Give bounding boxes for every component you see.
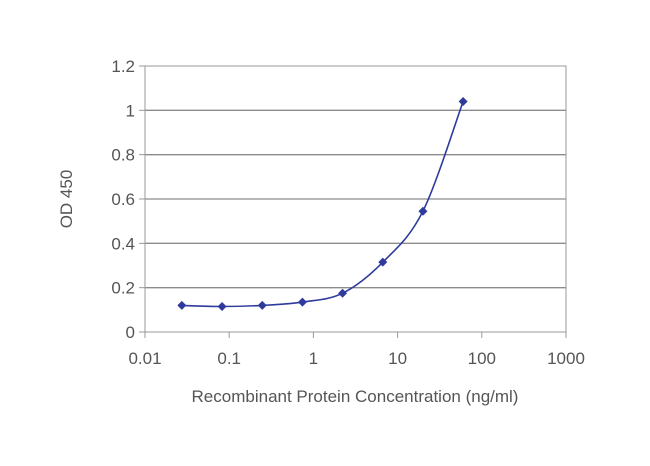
data-point-marker (177, 300, 187, 310)
y-tick-label: 0.6 (111, 190, 135, 209)
y-tick-label: 0 (126, 323, 135, 342)
data-point-marker (378, 257, 388, 267)
y-axis-title: OD 450 (57, 170, 76, 229)
data-point-marker (297, 297, 307, 307)
gridlines (145, 109, 566, 289)
y-tick-label: 0.8 (111, 146, 135, 165)
data-series (177, 96, 468, 312)
x-axis-title: Recombinant Protein Concentration (ng/ml… (192, 387, 519, 406)
y-tick-labels: 0 0.2 0.4 0.6 0.8 1 1.2 (111, 57, 135, 342)
x-tick-labels: 0.01 0.1 1 10 100 1000 (128, 349, 584, 368)
data-point-marker (458, 96, 468, 106)
x-tick-label: 1000 (547, 349, 585, 368)
data-point-marker (338, 288, 348, 298)
axes (139, 65, 567, 338)
x-tick-label: 0.1 (217, 349, 241, 368)
y-tick-label: 0.4 (111, 234, 135, 253)
x-tick-label: 100 (468, 349, 496, 368)
x-tick-label: 0.01 (128, 349, 161, 368)
data-point-marker (418, 206, 428, 216)
y-tick-label: 1.2 (111, 57, 135, 76)
x-tick-label: 1 (309, 349, 318, 368)
y-tick-label: 1 (126, 101, 135, 120)
data-point-marker (257, 300, 267, 310)
y-tick-label: 0.2 (111, 279, 135, 298)
data-point-marker (217, 302, 227, 312)
x-tick-label: 10 (388, 349, 407, 368)
